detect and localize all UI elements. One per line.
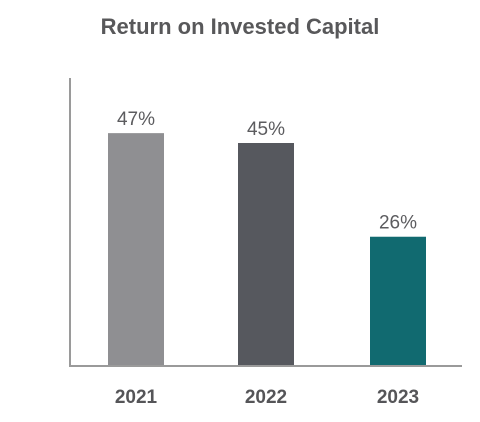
value-label-2022: 45% bbox=[247, 119, 285, 140]
bar-2023 bbox=[370, 236, 426, 365]
bar-2022 bbox=[238, 143, 294, 365]
bar-2021 bbox=[108, 133, 164, 365]
chart-title: Return on Invested Capital bbox=[100, 14, 380, 39]
category-label-2021: 2021 bbox=[115, 387, 158, 408]
value-label-2023: 26% bbox=[379, 213, 417, 234]
category-label-2022: 2022 bbox=[245, 387, 287, 408]
category-label-2023: 2023 bbox=[377, 387, 419, 408]
value-label-2021: 47% bbox=[117, 109, 155, 130]
